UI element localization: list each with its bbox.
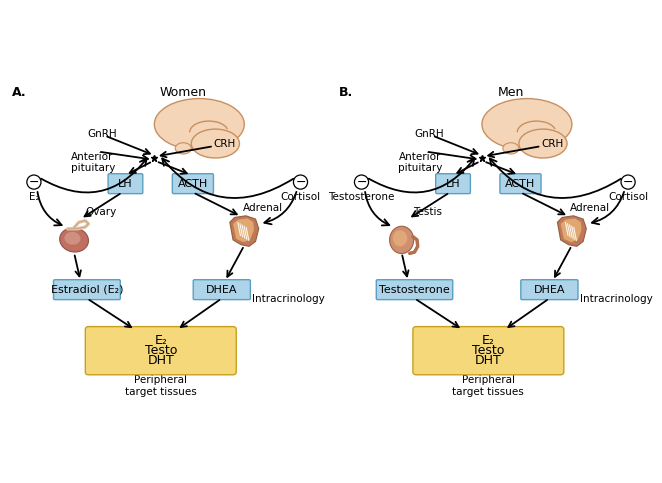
Text: LH: LH (118, 179, 133, 189)
Polygon shape (557, 216, 587, 246)
Text: Intracrinology: Intracrinology (252, 295, 325, 304)
Polygon shape (233, 218, 254, 242)
FancyBboxPatch shape (108, 174, 143, 194)
Text: GnRH: GnRH (414, 129, 444, 139)
FancyArrowPatch shape (38, 192, 62, 226)
Text: Testo: Testo (472, 344, 504, 357)
Text: DHT: DHT (148, 355, 174, 368)
Polygon shape (561, 218, 581, 242)
Text: CRH: CRH (214, 139, 236, 149)
Text: Estradiol (E₂): Estradiol (E₂) (51, 284, 123, 295)
Circle shape (621, 175, 635, 189)
Text: Testis: Testis (413, 207, 442, 217)
Circle shape (27, 175, 41, 189)
Text: CRH: CRH (542, 139, 563, 149)
Text: E₂: E₂ (28, 192, 39, 202)
Text: DHEA: DHEA (534, 284, 565, 295)
FancyArrowPatch shape (490, 158, 621, 198)
Text: B.: B. (339, 86, 354, 99)
Text: Ovary: Ovary (85, 207, 117, 217)
FancyBboxPatch shape (500, 174, 541, 194)
Text: E₂: E₂ (154, 334, 167, 347)
Ellipse shape (393, 230, 407, 246)
Text: ACTH: ACTH (505, 179, 536, 189)
Text: −: − (623, 176, 634, 188)
Ellipse shape (64, 232, 81, 245)
FancyArrowPatch shape (41, 158, 146, 192)
Text: Men: Men (498, 86, 524, 99)
Text: GnRH: GnRH (87, 129, 117, 139)
Text: Cortisol: Cortisol (608, 192, 648, 202)
Text: Women: Women (160, 86, 207, 99)
FancyArrowPatch shape (365, 192, 389, 226)
FancyBboxPatch shape (54, 280, 120, 299)
FancyArrowPatch shape (592, 192, 624, 224)
Ellipse shape (519, 129, 567, 158)
Text: Peripheral
target tissues: Peripheral target tissues (125, 375, 197, 397)
Text: Anterior
pituitary: Anterior pituitary (71, 152, 115, 173)
Text: LH: LH (446, 179, 460, 189)
Text: −: − (28, 176, 39, 188)
Ellipse shape (191, 129, 240, 158)
FancyBboxPatch shape (193, 280, 250, 299)
Ellipse shape (175, 143, 191, 154)
Text: E₂: E₂ (482, 334, 495, 347)
Ellipse shape (390, 226, 414, 254)
Text: Testo: Testo (144, 344, 177, 357)
Ellipse shape (154, 99, 244, 150)
Ellipse shape (60, 228, 89, 252)
Text: Anterior
pituitary: Anterior pituitary (399, 152, 443, 173)
Text: Cortisol: Cortisol (281, 192, 320, 202)
Text: Testosterone: Testosterone (379, 284, 450, 295)
FancyArrowPatch shape (369, 158, 474, 192)
Text: A.: A. (11, 86, 26, 99)
FancyBboxPatch shape (413, 327, 564, 375)
FancyArrowPatch shape (264, 192, 297, 224)
Text: −: − (295, 176, 306, 188)
Text: −: − (356, 176, 367, 188)
FancyBboxPatch shape (436, 174, 471, 194)
Text: Testosterone: Testosterone (328, 192, 395, 202)
Text: Adrenal: Adrenal (570, 202, 610, 213)
Polygon shape (230, 216, 259, 246)
Text: ACTH: ACTH (178, 179, 208, 189)
Ellipse shape (503, 143, 519, 154)
FancyBboxPatch shape (85, 327, 236, 375)
Text: DHT: DHT (475, 355, 502, 368)
Text: Intracrinology: Intracrinology (580, 295, 653, 304)
FancyBboxPatch shape (376, 280, 453, 299)
Text: DHEA: DHEA (206, 284, 238, 295)
Text: Peripheral
target tissues: Peripheral target tissues (453, 375, 524, 397)
Circle shape (293, 175, 308, 189)
Ellipse shape (482, 99, 572, 150)
Text: Adrenal: Adrenal (243, 202, 283, 213)
FancyBboxPatch shape (172, 174, 213, 194)
FancyArrowPatch shape (162, 158, 293, 198)
FancyBboxPatch shape (521, 280, 578, 299)
Circle shape (354, 175, 369, 189)
